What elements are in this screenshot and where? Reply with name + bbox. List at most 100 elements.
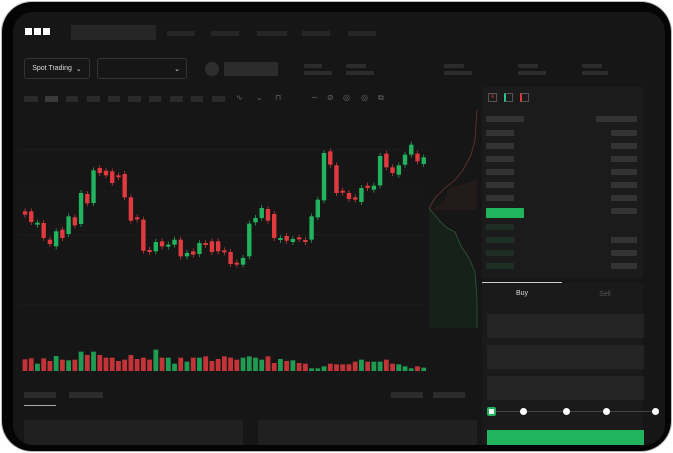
coin-icon (205, 62, 219, 76)
volume-bar (365, 361, 371, 371)
stat (518, 71, 546, 75)
tab-sell[interactable]: Sell (599, 291, 611, 298)
wave-icon[interactable]: ∼ (311, 93, 318, 102)
candle (47, 239, 53, 244)
bottom-tab[interactable] (69, 392, 103, 398)
candle (234, 262, 240, 265)
volume-bar (321, 366, 327, 371)
okx-logo[interactable] (25, 28, 50, 35)
volume-bar (390, 363, 395, 371)
nav-item[interactable] (302, 31, 330, 36)
candle (384, 153, 389, 168)
interval-tab[interactable] (24, 96, 38, 102)
candle (147, 250, 152, 252)
ask-price[interactable] (486, 130, 514, 136)
interval-tab[interactable] (128, 96, 141, 102)
volume-bar (140, 357, 146, 371)
candle (359, 188, 364, 202)
candle (53, 231, 59, 247)
bid-size (611, 250, 637, 256)
interval-tab[interactable] (45, 96, 58, 102)
assets-panel (258, 420, 477, 445)
volume-bar (296, 363, 302, 371)
volume-bar (315, 368, 321, 371)
nav-item[interactable] (211, 31, 239, 36)
candlestick-chart[interactable] (17, 107, 427, 382)
bottom-action[interactable] (391, 392, 423, 398)
candle (265, 209, 271, 221)
bottom-tab-active[interactable] (24, 392, 56, 398)
candle (415, 153, 420, 162)
amount-input[interactable] (487, 345, 644, 369)
candle (290, 239, 296, 242)
candle (352, 197, 358, 200)
volume-bar (190, 357, 196, 371)
candle (66, 216, 71, 234)
slider-handle[interactable] (487, 407, 496, 416)
slider-mark-100[interactable] (652, 408, 659, 415)
amount-slider[interactable] (491, 411, 658, 412)
tab-buy[interactable]: Buy (515, 290, 529, 297)
interval-tab[interactable] (66, 96, 78, 102)
bid-price[interactable] (486, 224, 514, 230)
slider-mark-50[interactable] (563, 408, 570, 415)
nav-item[interactable] (167, 31, 195, 36)
candle (166, 244, 171, 247)
candle (247, 223, 252, 257)
slider-mark-75[interactable] (603, 408, 610, 415)
volume-bar (396, 364, 402, 371)
spot-trading-button[interactable]: Spot Trading ⌄ (24, 58, 90, 79)
bid-price[interactable] (486, 250, 514, 256)
ruler-icon[interactable]: ⊘ (327, 93, 334, 102)
nav-item[interactable] (257, 31, 287, 36)
volume-bar (334, 364, 339, 371)
pair-dropdown[interactable]: ⌄ (97, 58, 187, 79)
volume-bar (209, 361, 215, 371)
orderbook-both-icon[interactable]: ≡ (488, 93, 497, 102)
line-icon[interactable]: ⌄ (256, 93, 263, 102)
interval-tab[interactable] (191, 96, 203, 102)
volume-bar (246, 356, 252, 371)
candle (128, 197, 134, 221)
bid-price[interactable] (486, 237, 514, 243)
interval-tab[interactable] (212, 96, 225, 102)
interval-tab[interactable] (149, 96, 161, 102)
bid-price[interactable] (486, 263, 514, 269)
volume-bar (421, 367, 427, 371)
draw-icon[interactable]: ⊓ (275, 93, 282, 102)
settings-icon[interactable]: ◎ (343, 93, 350, 102)
camera-icon[interactable]: ◎ (361, 93, 368, 102)
ask-price[interactable] (486, 169, 514, 175)
indicator-icon[interactable]: ∿ (236, 93, 243, 102)
nav-item[interactable] (348, 31, 376, 36)
candle (103, 170, 109, 176)
volume-bar (35, 363, 40, 371)
total-input[interactable] (487, 376, 644, 400)
ask-price[interactable] (486, 182, 514, 188)
candle (334, 165, 339, 193)
search-bar[interactable] (71, 25, 156, 40)
volume-bar (240, 357, 246, 371)
buy-button[interactable] (487, 430, 644, 445)
interval-tab[interactable] (108, 96, 120, 102)
slider-mark-25[interactable] (520, 408, 527, 415)
volume-bar (402, 366, 408, 371)
volume-bar (352, 361, 358, 371)
volume-bar (47, 361, 53, 371)
candle (402, 154, 408, 165)
ask-price[interactable] (486, 143, 514, 149)
orderbook-bids-icon[interactable] (504, 93, 513, 102)
interval-tab[interactable] (87, 96, 100, 102)
fullscreen-icon[interactable]: ⧉ (378, 93, 384, 102)
interval-tab[interactable] (170, 96, 183, 102)
price-input[interactable] (487, 314, 644, 338)
bid-size (611, 263, 637, 269)
ask-price[interactable] (486, 195, 514, 201)
chevron-down-icon: ⌄ (174, 65, 180, 73)
bottom-action[interactable] (433, 392, 465, 398)
volume-bar (284, 361, 290, 371)
candle (78, 193, 84, 224)
candle (272, 214, 277, 238)
ask-price[interactable] (486, 156, 514, 162)
orderbook-asks-icon[interactable] (520, 93, 529, 102)
